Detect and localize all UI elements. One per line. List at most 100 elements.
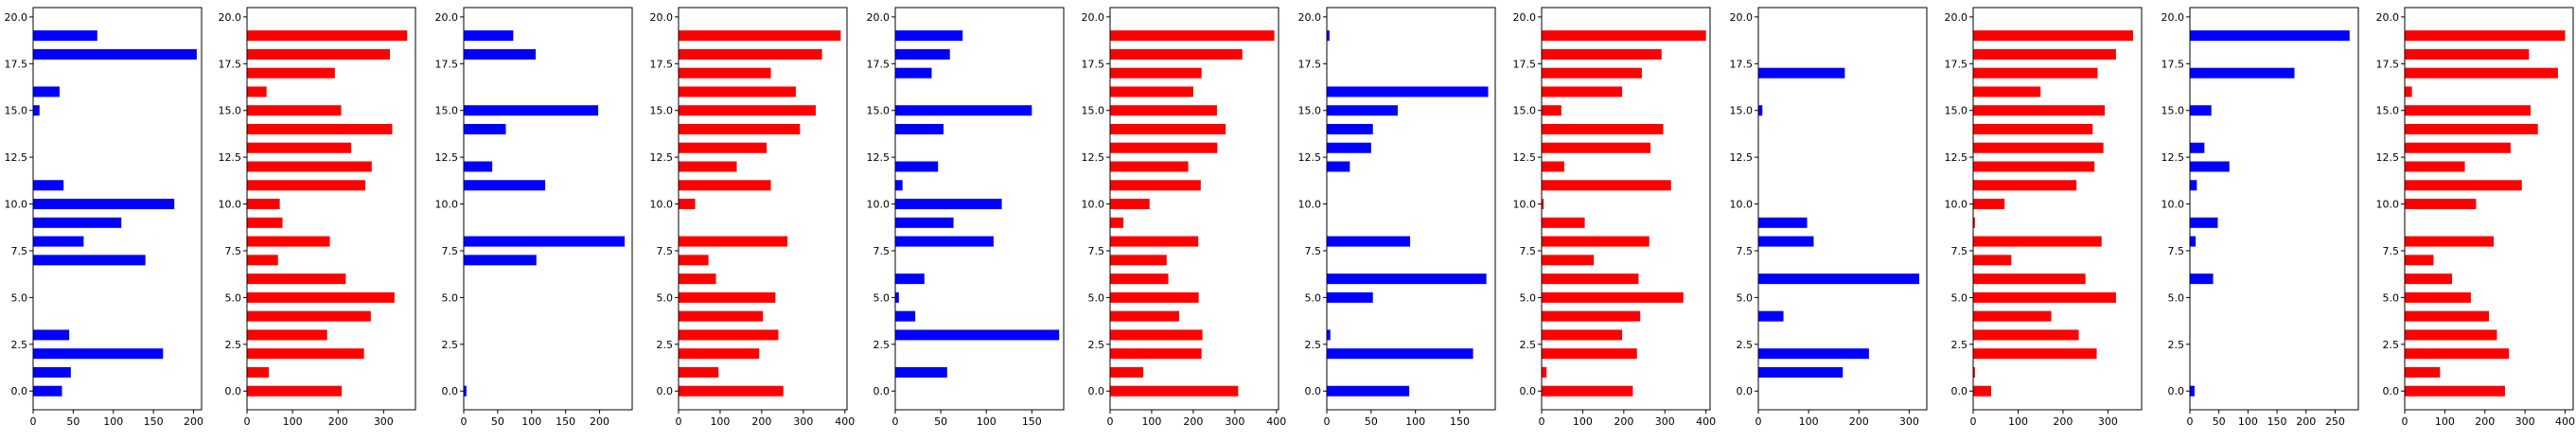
y-tick-label: 7.5 [225, 245, 242, 257]
bar [679, 273, 716, 285]
bar [1110, 217, 1124, 228]
bar [679, 86, 796, 97]
bar [464, 123, 506, 134]
bar [1110, 310, 1179, 322]
subplot-10: 0 100 200 300 0.0 2.5 5.0 7.5 10.0 12.5 15.0 17.5 20… [1945, 7, 2143, 428]
bar [2405, 348, 2510, 360]
y-tick-label: 12.5 [1298, 151, 1322, 164]
x-tick-label: 0 [1970, 415, 1977, 428]
y-tick-label: 7.5 [2383, 245, 2400, 257]
bar [2190, 273, 2214, 285]
y-tick-label: 2.5 [657, 339, 674, 351]
bar [1973, 291, 2116, 303]
y-tick-label: 10.0 [5, 199, 28, 211]
bar [247, 291, 395, 303]
y-tick-label: 0.0 [1305, 385, 1322, 397]
x-tick-label: 50 [1365, 415, 1378, 428]
y-tick-label: 17.5 [1082, 58, 1105, 70]
bar [464, 255, 537, 266]
plot-frame [246, 7, 416, 411]
bar [1542, 67, 1642, 79]
bar [1110, 67, 1202, 79]
subplot-9: 0 100 200 300 0.0 2.5 5.0 7.5 10.0 12.5 15.0 17.5 20… [1730, 7, 1928, 428]
y-tick-label: 17.5 [1730, 58, 1754, 70]
y-tick-label: 15.0 [1513, 105, 1537, 117]
x-tick-label: 0 [461, 415, 468, 428]
y-tick-label: 2.5 [2168, 339, 2185, 351]
bar [1542, 123, 1664, 134]
bar [2405, 142, 2511, 153]
y-tick-label: 17.5 [1513, 58, 1537, 70]
y-tick-label: 10.0 [1298, 199, 1322, 211]
bar [2190, 142, 2205, 153]
bar [1758, 348, 1869, 360]
x-tick-label: 100 [710, 415, 730, 428]
bar [1327, 86, 1489, 97]
x-tick-label: 50 [491, 415, 504, 428]
y-tick-label: 15.0 [1082, 105, 1105, 117]
bar [1110, 199, 1150, 210]
bar [679, 329, 779, 341]
bar [2190, 67, 2295, 79]
bar [1110, 180, 1201, 191]
plot-frame [2404, 7, 2574, 411]
y-tick-label: 12.5 [219, 151, 242, 164]
bar [1973, 310, 2052, 322]
bar [464, 180, 546, 191]
bar [1542, 217, 1585, 228]
y-tick-label: 10.0 [2161, 199, 2185, 211]
bar [679, 310, 764, 322]
y-tick-label: 5.0 [1520, 291, 1537, 304]
y-tick-label: 10.0 [1945, 199, 1968, 211]
y-tick-label: 7.5 [873, 245, 891, 257]
y-tick-label: 17.5 [5, 58, 28, 70]
bar [2405, 123, 2538, 134]
y-tick-label: 17.5 [650, 58, 674, 70]
bar [895, 123, 944, 134]
y-tick-label: 0.0 [225, 385, 242, 397]
x-tick-label: 200 [184, 415, 203, 428]
bar [1973, 236, 2102, 247]
y-tick-label: 10.0 [1082, 199, 1105, 211]
subplot-4: 0 100 200 300 400 0.0 2.5 5.0 7.5 10.0 12.5 15.0 17.… [650, 7, 855, 428]
x-tick-label: 150 [2267, 415, 2287, 428]
bar [1542, 366, 1547, 378]
bar [1110, 273, 1169, 285]
bar [247, 123, 393, 134]
y-tick-label: 5.0 [225, 291, 242, 304]
bar [679, 123, 801, 134]
bar [1327, 385, 1410, 397]
bar [1542, 48, 1662, 60]
y-tick-label: 7.5 [1088, 245, 1105, 257]
x-tick-label: 300 [1899, 415, 1919, 428]
y-tick-label: 10.0 [219, 199, 242, 211]
x-tick-label: 100 [2238, 415, 2258, 428]
bar [679, 366, 719, 378]
bar [895, 366, 947, 378]
bar [1542, 86, 1623, 97]
x-tick-label: 300 [374, 415, 394, 428]
y-tick-label: 20.0 [219, 11, 242, 24]
x-tick-label: 400 [2555, 415, 2575, 428]
y-tick-label: 20.0 [2161, 11, 2185, 24]
bar [2190, 161, 2230, 172]
x-tick-label: 100 [977, 415, 997, 428]
bar [1327, 142, 1371, 153]
y-tick-label: 0.0 [1737, 385, 1754, 397]
bar [1542, 273, 1639, 285]
bar [2190, 180, 2197, 191]
bar [247, 236, 330, 247]
x-tick-label: 300 [2098, 415, 2118, 428]
bar [33, 199, 175, 210]
bar [679, 291, 776, 303]
bar [2190, 236, 2197, 247]
bar [1973, 67, 2098, 79]
bar [1542, 105, 1561, 116]
x-tick-label: 0 [1324, 415, 1331, 428]
bar [33, 86, 60, 97]
bar [33, 48, 197, 60]
bar [679, 199, 696, 210]
bar [1973, 142, 2104, 153]
y-tick-label: 15.0 [219, 105, 242, 117]
bar [679, 236, 788, 247]
